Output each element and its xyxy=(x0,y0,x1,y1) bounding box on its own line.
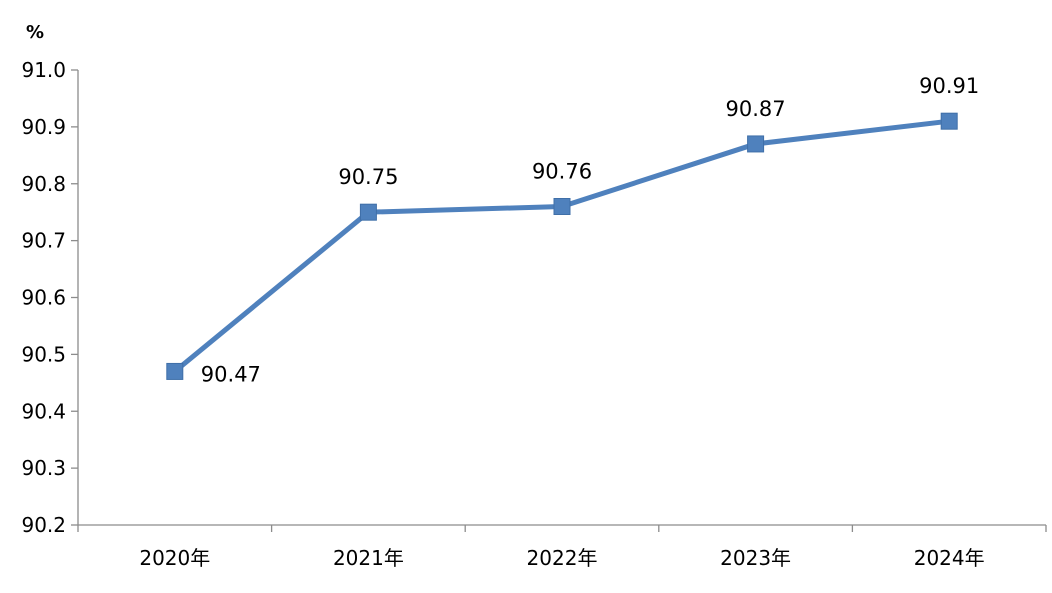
x-tick-label: 2024年 xyxy=(914,546,985,570)
y-tick-label: 90.4 xyxy=(21,399,66,423)
x-tick-label: 2022年 xyxy=(527,546,598,570)
data-point-marker xyxy=(359,203,377,221)
data-label: 90.76 xyxy=(532,160,592,184)
x-tick-label: 2021年 xyxy=(333,546,404,570)
y-tick-label: 90.8 xyxy=(21,172,66,196)
tick-labels: 90.2 90.3 90.4 90.5 90.6 90.7 90.8 90.9 91.0 2020… xyxy=(21,58,984,570)
y-tick-label: 91.0 xyxy=(21,58,66,82)
data-labels: 90.47 90.75 90.76 90.87 90.91 xyxy=(201,74,979,386)
data-label: 90.87 xyxy=(726,97,786,121)
y-tick-label: 90.9 xyxy=(21,115,66,139)
y-tick-label: 90.7 xyxy=(21,229,66,253)
data-label: 90.75 xyxy=(338,165,398,189)
data-point-marker xyxy=(553,198,571,215)
y-tick-label: 90.3 xyxy=(21,456,66,480)
data-label: 90.91 xyxy=(919,74,979,98)
axes xyxy=(71,69,1047,532)
x-tick-label: 2023年 xyxy=(720,546,791,570)
x-tick-label: 2020年 xyxy=(139,546,210,570)
y-tick-label: 90.2 xyxy=(21,513,66,537)
data-point-marker xyxy=(747,135,765,153)
data-point-marker xyxy=(940,112,958,130)
data-point-marker xyxy=(166,362,184,380)
y-axis-unit-label: % xyxy=(26,22,44,43)
series-layer xyxy=(166,112,958,380)
y-tick-label: 90.5 xyxy=(21,342,66,366)
data-label: 90.47 xyxy=(201,362,261,386)
y-tick-label: 90.6 xyxy=(21,286,66,310)
